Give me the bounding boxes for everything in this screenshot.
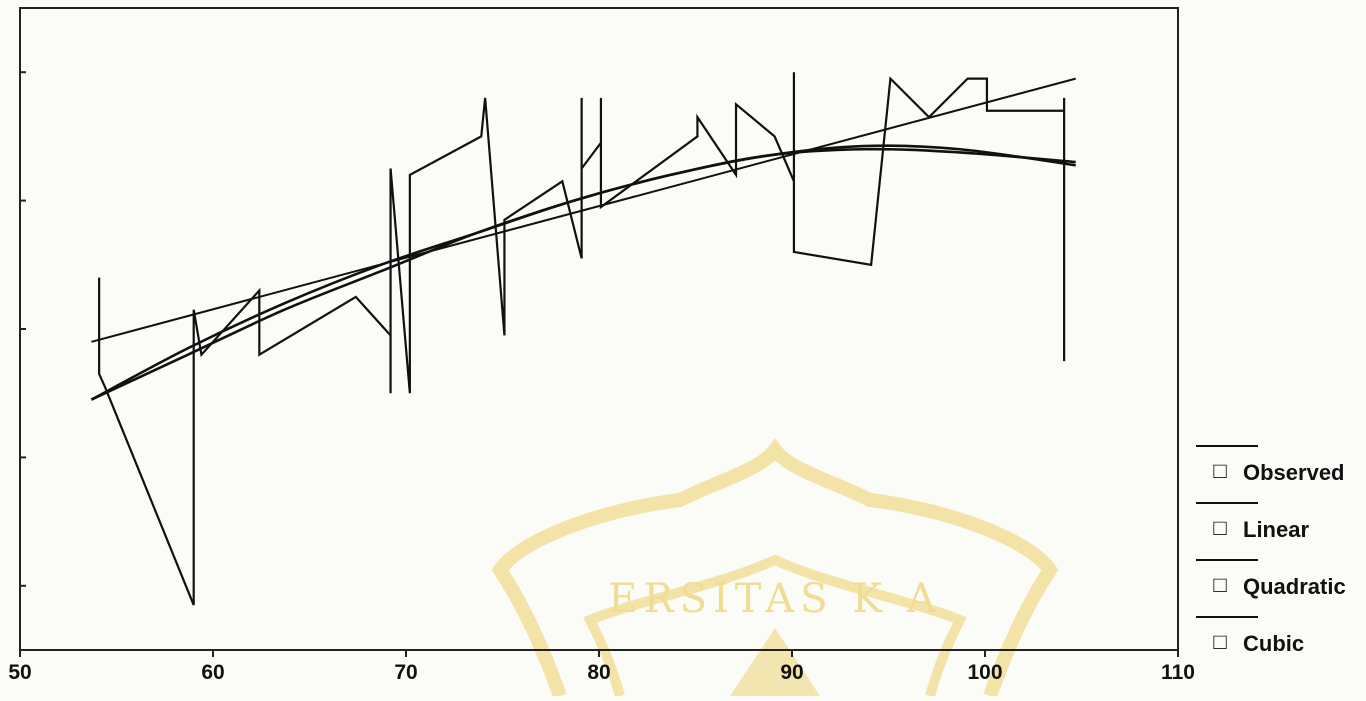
legend: □ Observed □ Linear □ Quadratic □ Cubic <box>1196 445 1346 656</box>
series-linear-line <box>91 77 1076 343</box>
legend-marker-quadratic: □ <box>1213 572 1226 597</box>
legend-marker-cubic: □ <box>1213 629 1226 654</box>
y-axis-ticks <box>20 71 26 587</box>
legend-marker-observed: □ <box>1213 458 1226 483</box>
x-tick-label-4: 90 <box>780 661 803 684</box>
watermark-seal: ERSITAS K A <box>491 438 1059 699</box>
x-axis-ticks <box>19 650 1179 657</box>
x-tick-label-2: 70 <box>394 661 417 684</box>
x-tick-label-3: 80 <box>587 661 610 684</box>
x-axis-tick-labels: 50 60 70 80 90 100 110 <box>8 661 1195 684</box>
watermark-outline <box>491 438 1059 699</box>
x-tick-label-1: 60 <box>201 661 224 684</box>
legend-marker-linear: □ <box>1213 515 1226 540</box>
series-cubic-line <box>90 144 1076 401</box>
legend-label-quadratic: Quadratic <box>1243 574 1346 599</box>
series-observed-line <box>98 72 1066 606</box>
legend-label-observed: Observed <box>1243 460 1345 485</box>
watermark-inner-ring <box>583 554 967 698</box>
watermark-center-shape <box>730 628 820 696</box>
x-tick-label-6: 110 <box>1161 661 1195 684</box>
legend-label-cubic: Cubic <box>1243 631 1304 656</box>
x-tick-label-5: 100 <box>967 661 1002 684</box>
series-layer <box>90 72 1076 606</box>
x-tick-label-0: 50 <box>8 661 31 684</box>
series-quadratic-line <box>90 147 1076 401</box>
watermark-text: ERSITAS K A <box>608 576 942 622</box>
legend-label-linear: Linear <box>1243 517 1309 542</box>
